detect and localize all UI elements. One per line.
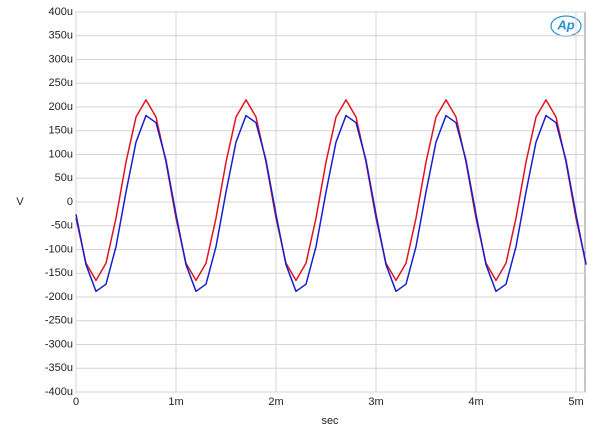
x-tick-label: 2m [268,396,283,408]
y-tick-label: -250u [45,315,73,327]
y-tick-label: -150u [45,267,73,279]
y-tick-label: 100u [49,148,73,160]
y-tick-label: 200u [49,101,73,113]
y-axis-label: V [16,196,24,208]
logo-text: Ap [556,17,574,32]
y-tick-label: -100u [45,243,73,255]
y-tick-label: 250u [49,77,73,89]
y-tick-label: 350u [49,30,73,42]
y-tick-label: -350u [45,362,73,374]
x-tick-label: 4m [468,396,483,408]
y-tick-label: 150u [49,125,73,137]
y-tick-label: -200u [45,291,73,303]
x-tick-label: 5m [568,396,583,408]
x-tick-label: 3m [368,396,383,408]
y-tick-label: 300u [49,53,73,65]
x-tick-label: 0 [73,396,79,408]
y-tick-label: 400u [49,6,73,18]
y-tick-label: -50u [51,220,73,232]
y-tick-label: 0 [67,196,73,208]
x-axis-label: sec [321,415,339,427]
y-tick-label: 50u [55,172,73,184]
y-tick-label: -300u [45,338,73,350]
y-tick-label: -400u [45,386,73,398]
x-tick-label: 1m [168,396,183,408]
series-line [75,114,587,293]
